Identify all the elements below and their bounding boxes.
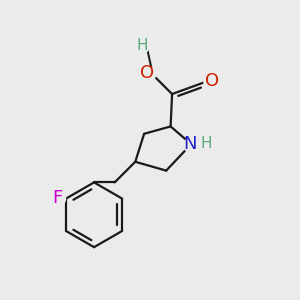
Text: H: H (137, 38, 148, 53)
Text: H: H (200, 136, 212, 151)
Text: ●: ● (137, 63, 157, 83)
Text: O: O (205, 72, 219, 90)
Text: ●: ● (202, 71, 221, 91)
Text: ●: ● (47, 188, 67, 208)
Text: O: O (140, 64, 154, 82)
Text: N: N (183, 135, 196, 153)
Text: ●: ● (182, 134, 201, 154)
Text: ●: ● (134, 36, 151, 55)
Text: F: F (52, 189, 62, 207)
